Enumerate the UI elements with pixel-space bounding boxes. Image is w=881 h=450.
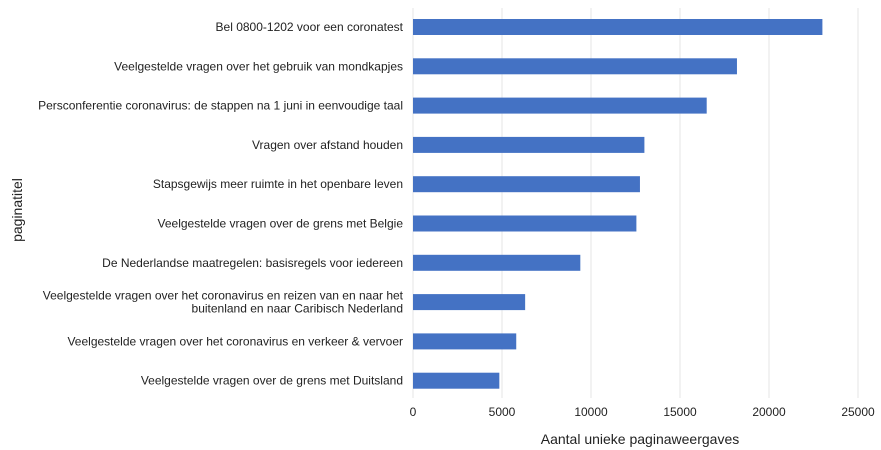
bars [413,19,823,389]
category-label-line: Persconferentie coronavirus: de stappen … [38,99,403,113]
bar [413,97,707,114]
x-tick-labels: 0 5000 10000 15000 20000 25000 [410,405,875,419]
category-label-line: Veelgestelde vragen over het coronavirus… [67,334,403,348]
bar [413,254,581,271]
bar [413,294,526,311]
category-label-line: buitenland en naar Caribisch Nederland [192,302,403,316]
category-label: Veelgestelde vragen over het coronavirus… [67,334,403,348]
x-axis-title: Aantal unieke paginaweergaves [541,431,739,447]
category-label-line: Veelgestelde vragen over de grens met Be… [158,217,404,231]
category-labels: Bel 0800-1202 voor een coronatest Veelges… [38,20,404,388]
x-tick-label: 5000 [489,405,516,419]
x-tick-label: 10000 [574,405,608,419]
category-label-line: Veelgestelde vragen over het coronavirus… [43,289,404,303]
category-label: Vragen over afstand houden [252,138,403,152]
x-tick-label: 25000 [841,405,875,419]
x-tick-label: 20000 [752,405,786,419]
category-label: Veelgestelde vragen over het gebruik van… [114,59,403,73]
y-axis-title: paginatitel [9,178,25,242]
category-label-line: Veelgestelde vragen over de grens met Du… [141,374,403,388]
category-label: Veelgestelde vragen over de grens met Du… [141,374,403,388]
x-tick-label: 15000 [663,405,697,419]
bar [413,215,637,232]
category-label-line: Veelgestelde vragen over het gebruik van… [114,59,403,73]
bar [413,58,737,75]
category-label: Veelgestelde vragen over de grens met Be… [158,217,404,231]
category-label: Stapsgewijs meer ruimte in het openbare … [153,177,403,191]
category-label: Bel 0800-1202 voor een coronatest [216,20,404,34]
bar [413,136,645,153]
category-label-line: Stapsgewijs meer ruimte in het openbare … [153,177,403,191]
category-label-line: Vragen over afstand houden [252,138,403,152]
category-label-line: De Nederlandse maatregelen: basisregels … [102,256,403,270]
category-label: De Nederlandse maatregelen: basisregels … [102,256,403,270]
bar [413,372,500,389]
bar [413,176,640,193]
category-label: Persconferentie coronavirus: de stappen … [38,99,403,113]
bar [413,19,823,35]
x-tick-label: 0 [410,405,417,419]
category-label: Veelgestelde vragen over het coronavirus… [43,289,404,316]
bar [413,333,517,350]
category-label-line: Bel 0800-1202 voor een coronatest [216,20,404,34]
